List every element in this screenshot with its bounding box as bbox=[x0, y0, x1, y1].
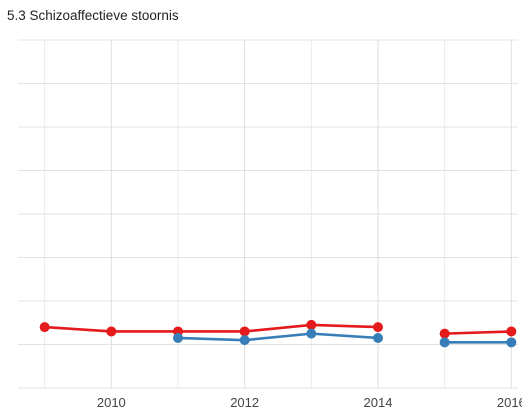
series-line bbox=[43, 323, 380, 333]
series-line bbox=[176, 332, 380, 342]
series-layer bbox=[39, 319, 517, 348]
x-tick-label: 2014 bbox=[364, 395, 393, 410]
series-2 bbox=[173, 328, 517, 348]
data-point bbox=[39, 322, 50, 333]
x-axis-ticks: 2010 2012 2014 2016 bbox=[97, 395, 522, 410]
data-point bbox=[239, 335, 250, 346]
series-1 bbox=[39, 319, 517, 339]
series-line bbox=[443, 330, 513, 335]
data-point bbox=[106, 326, 117, 337]
data-point bbox=[506, 326, 517, 337]
data-point bbox=[306, 319, 317, 330]
data-point bbox=[373, 332, 383, 343]
data-point bbox=[373, 322, 383, 333]
x-tick-label: 2012 bbox=[230, 395, 259, 410]
x-tick-label: 2016 bbox=[497, 395, 522, 410]
data-point bbox=[439, 328, 450, 339]
data-point bbox=[439, 337, 450, 348]
chart-title: 5.3 Schizoaffectieve stoornis bbox=[7, 8, 179, 23]
x-tick-label: 2010 bbox=[97, 395, 126, 410]
data-point bbox=[506, 337, 517, 348]
data-point bbox=[239, 326, 250, 337]
data-point bbox=[173, 332, 183, 343]
data-point bbox=[306, 328, 317, 339]
